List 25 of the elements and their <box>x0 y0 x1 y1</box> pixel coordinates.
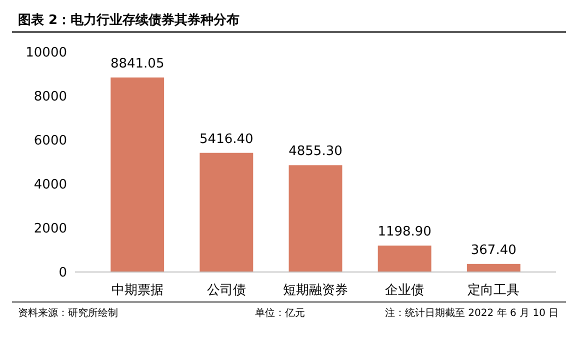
data-label: 367.40 <box>470 242 516 258</box>
bar <box>378 246 432 272</box>
data-label: 8841.05 <box>110 56 164 72</box>
x-tick-label: 企业债 <box>385 283 424 298</box>
bar <box>110 77 164 272</box>
text: 注：统计日期截至 2022 年 6 月 10 日 <box>385 307 559 319</box>
x-tick-label: 定向工具 <box>468 283 520 298</box>
data-label: 4855.30 <box>288 144 342 160</box>
y-tick-label: 10000 <box>26 46 67 61</box>
bar <box>466 264 520 272</box>
x-tick-label: 中期票据 <box>111 283 164 298</box>
y-tick-label: 8000 <box>34 90 67 105</box>
bar <box>200 152 254 272</box>
x-tick-label: 短期融资券 <box>283 283 348 298</box>
bar <box>288 165 342 272</box>
data-label: 1198.90 <box>378 224 432 240</box>
chart-title: 图表 2：电力行业存续债券其券种分布 <box>18 13 240 28</box>
y-tick-label: 0 <box>58 266 67 281</box>
text: 资料来源：研究所绘制 <box>18 307 118 319</box>
y-tick-label: 2000 <box>34 222 67 237</box>
y-tick-label: 6000 <box>34 134 67 149</box>
x-tick-label: 公司债 <box>206 283 246 298</box>
data-label: 5416.40 <box>200 132 254 147</box>
text: 单位：亿元 <box>255 307 305 319</box>
y-tick-label: 4000 <box>34 178 67 193</box>
